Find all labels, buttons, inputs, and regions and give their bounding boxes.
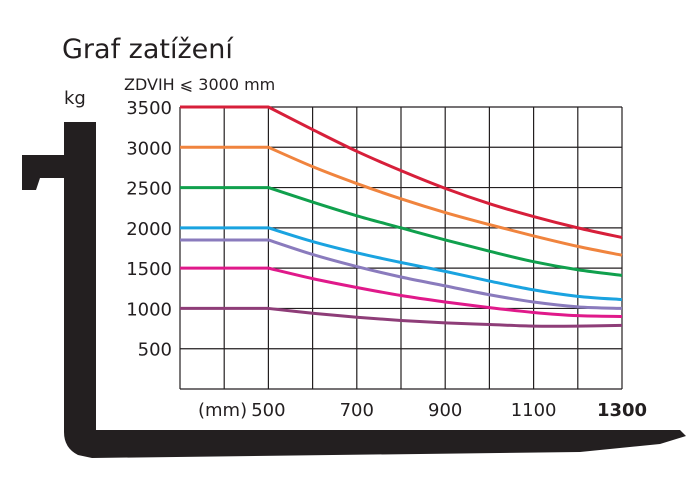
x-tick-label: 700: [340, 400, 374, 421]
y-tick-label: 3500: [126, 98, 172, 119]
series-lines: [180, 105, 623, 328]
chart-title: Graf zatížení: [62, 34, 234, 65]
fork-silhouette: [22, 122, 686, 458]
plot-grid: [179, 106, 623, 390]
y-axis-label: kg: [64, 88, 86, 109]
x-tick-label: 1300: [597, 400, 647, 421]
x-tick-labels: 500 700 900 1100 1300: [251, 400, 647, 421]
y-tick-label: 2500: [126, 179, 172, 200]
x-tick-label: 1100: [511, 400, 557, 421]
series-line-1: [180, 105, 623, 239]
series-line-7: [180, 306, 623, 328]
series-line-5: [180, 238, 623, 310]
y-tick-label: 500: [138, 340, 172, 361]
x-tick-label: 900: [428, 400, 462, 421]
x-tick-label: 500: [251, 400, 285, 421]
y-tick-labels: 500 1000 1500 2000 2500 3000 3500: [126, 98, 172, 361]
series-line-6: [180, 266, 623, 318]
y-tick-label: 1500: [126, 259, 172, 280]
series-line-3: [180, 186, 623, 277]
fork-hook: [22, 155, 64, 190]
chart-subtitle: ZDVIH ⩽ 3000 mm: [124, 75, 275, 94]
series-line-2: [180, 145, 623, 257]
y-tick-label: 2000: [126, 219, 172, 240]
series-line-4: [180, 226, 623, 302]
y-tick-label: 1000: [126, 299, 172, 320]
x-axis-label: (mm): [198, 400, 247, 421]
y-tick-label: 3000: [126, 138, 172, 159]
